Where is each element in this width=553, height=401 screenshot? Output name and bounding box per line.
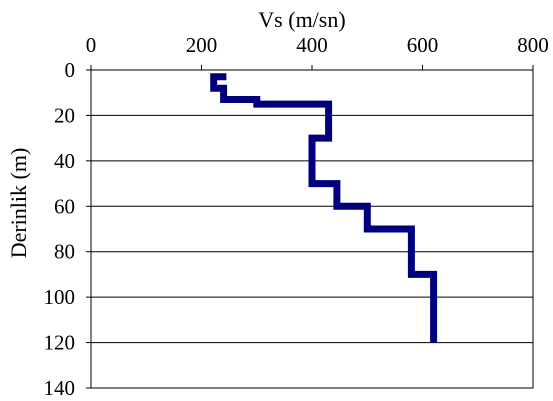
y-axis-title: Derinlik (m) <box>6 148 31 259</box>
vs-profile-line <box>210 73 438 343</box>
x-tick-label: 400 <box>296 33 328 57</box>
y-tick-label: 0 <box>65 58 76 82</box>
plot-area <box>90 69 534 389</box>
grid-lines <box>86 65 534 389</box>
y-tick-label: 80 <box>54 240 75 264</box>
x-tick-label: 800 <box>517 33 549 57</box>
x-tick-labels: 0 200 400 600 800 <box>86 33 549 57</box>
y-tick-labels: 0 20 40 60 80 100 120 140 <box>44 58 76 400</box>
y-tick-label: 60 <box>54 194 75 218</box>
y-tick-label: 140 <box>44 376 76 400</box>
series-group <box>210 73 438 343</box>
y-tick-label: 100 <box>44 285 76 309</box>
x-tick-label: 0 <box>86 33 97 57</box>
x-axis-title: Vs (m/sn) <box>258 7 345 32</box>
y-tick-label: 120 <box>44 331 76 355</box>
y-tick-label: 20 <box>54 103 75 127</box>
x-tick-label: 600 <box>407 33 439 57</box>
y-tick-label: 40 <box>54 149 75 173</box>
x-tick-label: 200 <box>186 33 218 57</box>
